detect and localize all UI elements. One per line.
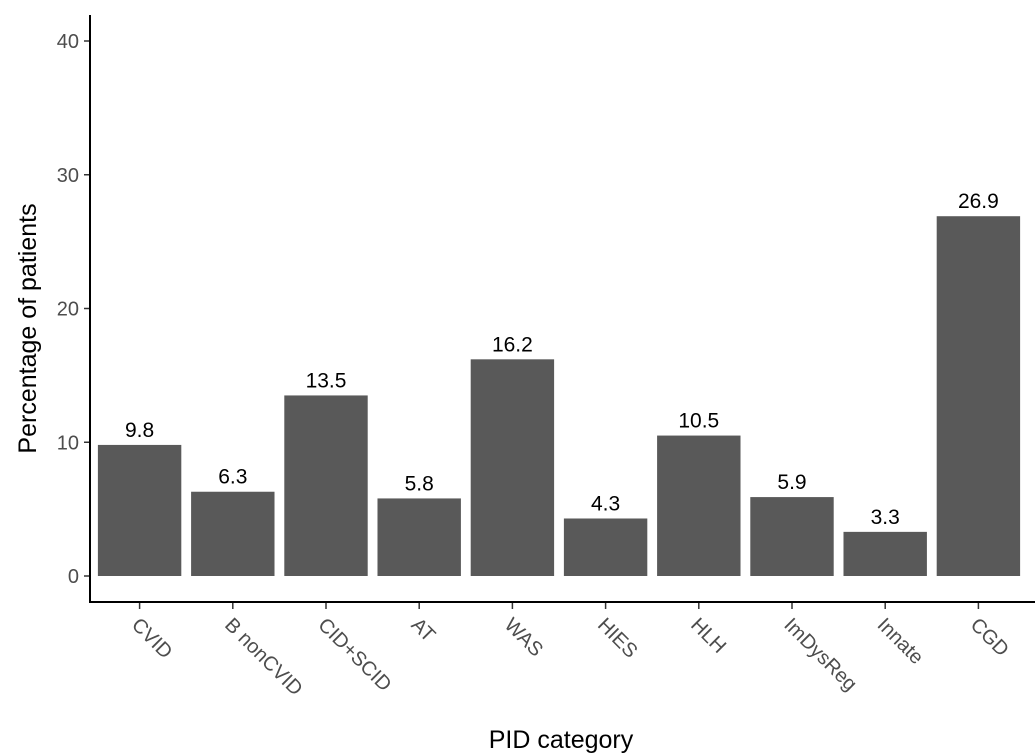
value-labels: 9.8 6.3 13.5 5.8 16.2 4.3 10.5 5.9 3.3 26.9 <box>125 190 999 529</box>
value-label: 26.9 <box>958 190 999 213</box>
y-axis-title: Percentage of patients <box>14 203 42 453</box>
value-label: 4.3 <box>591 492 620 515</box>
y-tick-label: 40 <box>57 31 79 53</box>
x-tick-label: Innate <box>873 614 928 669</box>
y-tick-label: 30 <box>57 165 79 187</box>
y-axis-ticks: 0 10 20 30 40 <box>57 31 90 588</box>
value-label: 5.8 <box>405 472 434 495</box>
bar <box>843 531 927 576</box>
bar <box>563 518 648 576</box>
x-tick-label: B nonCVID <box>220 614 306 700</box>
x-tick-label: AT <box>407 614 440 647</box>
value-label: 5.9 <box>777 471 806 494</box>
bar <box>284 395 368 576</box>
value-label: 9.8 <box>125 419 154 442</box>
bar <box>377 498 461 576</box>
y-tick-label: 20 <box>57 299 79 321</box>
x-tick-label: HIES <box>593 614 642 663</box>
value-label: 6.3 <box>218 466 247 489</box>
x-tick-label: CID+SCID <box>313 614 395 696</box>
x-tick-label: CGD <box>966 614 1013 661</box>
bar <box>191 491 275 576</box>
x-tick-label: ImDysReg <box>779 614 861 696</box>
bar <box>470 359 555 576</box>
bars <box>97 216 1021 576</box>
y-tick-label: 0 <box>68 566 79 588</box>
value-label: 16.2 <box>492 333 533 356</box>
x-axis-ticks: CVID B nonCVID CID+SCID AT WAS HIES HLH ImDysRe… <box>127 602 1013 700</box>
bar <box>750 497 834 576</box>
x-axis-title: PID category <box>489 726 634 754</box>
bar <box>97 444 182 576</box>
bar <box>936 216 1021 576</box>
value-label: 10.5 <box>678 410 719 433</box>
x-tick-label: HLH <box>686 614 730 658</box>
x-tick-label: CVID <box>127 614 176 663</box>
x-tick-label: WAS <box>500 614 547 661</box>
value-label: 13.5 <box>306 369 347 392</box>
bar <box>657 435 741 576</box>
value-label: 3.3 <box>871 506 900 529</box>
y-tick-label: 10 <box>57 432 79 454</box>
